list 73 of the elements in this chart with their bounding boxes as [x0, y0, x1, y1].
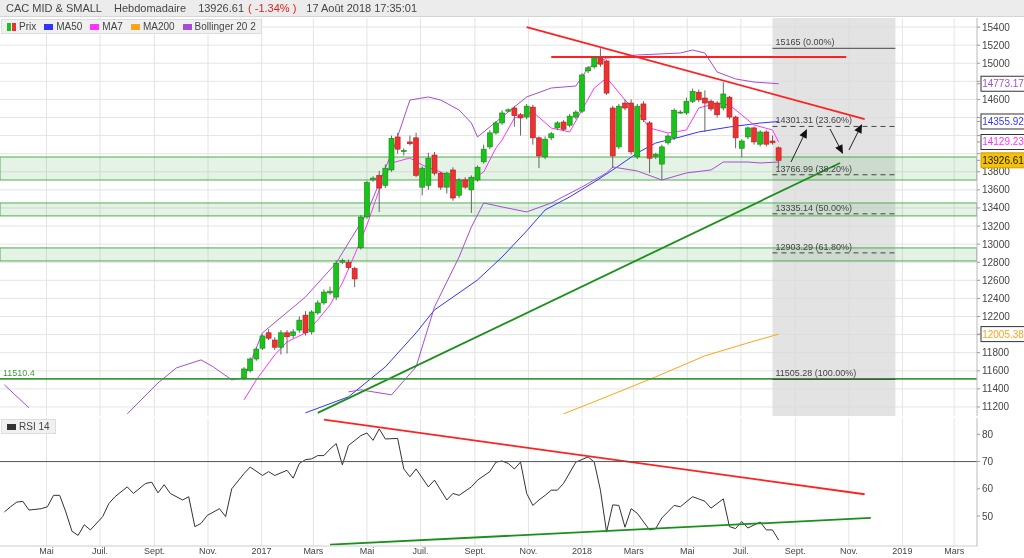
y-tick-label: 14355.92	[982, 115, 1024, 127]
x-tick-label: 2019	[892, 546, 913, 557]
x-tick-label: Sept.	[784, 546, 806, 557]
text: 13926.61	[198, 2, 245, 14]
x-tick-label: Nov.	[199, 546, 217, 557]
ref-line-label: 15165 (0.00%)	[775, 37, 835, 48]
y-tick-label: 50	[982, 510, 994, 522]
y-tick-label: 70	[982, 456, 994, 468]
candlestick	[720, 81, 727, 111]
x-tick-label: Sept.	[143, 546, 165, 557]
ref-line-label: 11510.4	[3, 367, 35, 378]
y-tick-label: 11600	[982, 365, 1010, 377]
x-tick-label: 2017	[251, 546, 272, 557]
text: ( -1.34% )	[248, 2, 297, 14]
y-tick-label: 12600	[982, 274, 1011, 286]
legend-label: MA7	[102, 21, 123, 32]
y-tick-label: 13400	[982, 202, 1011, 214]
y-tick-label: 12005.38	[982, 328, 1024, 340]
legend-label: MA200	[142, 21, 175, 32]
candlestick	[738, 138, 745, 158]
candlestick	[456, 177, 462, 199]
y-tick-label: 12800	[982, 256, 1011, 268]
x-tick-label: Mai	[680, 546, 695, 557]
candlestick	[376, 170, 383, 213]
candlestick	[302, 310, 309, 336]
y-tick-label: 14773.17	[982, 78, 1024, 90]
x-tick-label: Mars	[303, 546, 324, 557]
legend-label: MA50	[56, 21, 83, 32]
x-tick-label: Juil.	[412, 546, 429, 557]
candlestick	[278, 329, 284, 355]
candlestick	[394, 132, 401, 155]
y-tick-label: 12200	[982, 311, 1011, 322]
candlestick	[284, 329, 290, 355]
x-tick-label: Nov.	[519, 546, 538, 557]
x-tick-label: Juil.	[92, 546, 109, 557]
y-tick-label: 12400	[982, 292, 1011, 304]
ref-line-label: 14301.31 (23.60%)	[775, 115, 853, 126]
y-tick-label: 11800	[982, 347, 1010, 359]
chart-subtitle: Hebdomadaire	[113, 2, 187, 14]
x-tick-label: Mars	[623, 546, 645, 557]
y-tick-label: 15000	[982, 57, 1011, 69]
x-tick-label: Nov.	[839, 546, 858, 557]
y-tick-label: 15200	[982, 39, 1011, 51]
ref-line-label: 12903.29 (61.80%)	[775, 241, 853, 252]
chart-title: CAC MID & SMALL	[6, 2, 102, 14]
legend-label: Bollinger 20 2	[194, 21, 256, 32]
x-tick-label: Mars	[944, 546, 965, 557]
y-tick-label: 15400	[982, 21, 1011, 33]
legend-label: RSI 14	[19, 421, 50, 432]
candlestick	[480, 144, 487, 165]
candlestick	[640, 100, 647, 123]
y-tick-label: 13926.61	[982, 154, 1024, 166]
candlestick	[542, 136, 548, 160]
x-tick-label: Mai	[39, 546, 54, 557]
legend-label: Prix	[19, 21, 37, 32]
y-tick-label: 13600	[982, 184, 1011, 196]
y-tick-label: 14129.23	[982, 136, 1024, 148]
x-tick-label: Juil.	[732, 546, 749, 557]
y-tick-label: 14600	[982, 93, 1011, 105]
x-tick-label: 2018	[571, 546, 592, 557]
x-tick-label: Mai	[359, 546, 375, 557]
y-tick-label: 13800	[982, 166, 1011, 178]
ref-line-label: 13335.14 (50.00%)	[775, 202, 853, 213]
y-tick-label: 13000	[982, 238, 1011, 250]
y-tick-label: 80	[982, 428, 994, 440]
line-series	[3, 428, 780, 541]
y-tick-label: 11400	[982, 383, 1010, 395]
ref-line-label: 11505.28 (100.00%)	[775, 368, 857, 379]
text: 17 Août 2018 17:35:01	[306, 2, 418, 14]
y-tick-label: 11200	[982, 401, 1010, 413]
y-tick-label: 60	[982, 483, 994, 495]
x-tick-label: Sept.	[464, 546, 486, 557]
y-tick-label: 13200	[982, 220, 1011, 232]
